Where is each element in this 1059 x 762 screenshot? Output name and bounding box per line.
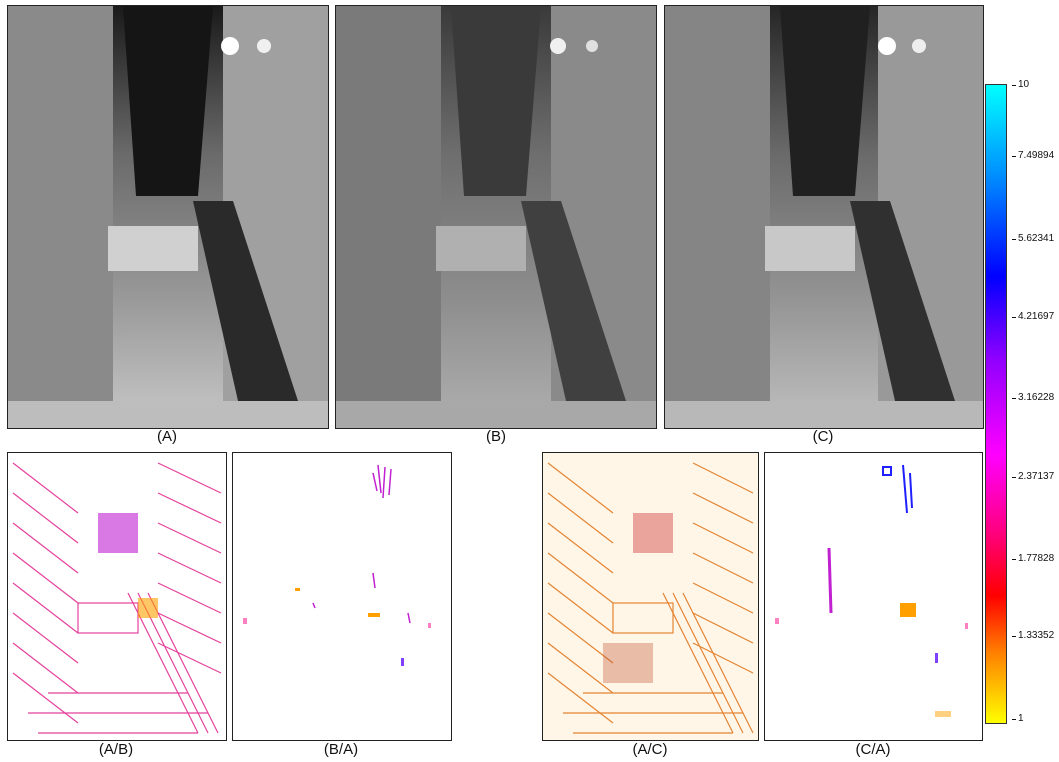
caption-a: (A) bbox=[157, 428, 177, 445]
ratio-map-a-c-image bbox=[543, 453, 758, 740]
colorbar-tick-2.37137: 2.37137 bbox=[1011, 471, 1055, 482]
colorbar-tick-1.33352: 1.33352 bbox=[1011, 630, 1055, 641]
ratio-map-b-over-a bbox=[232, 452, 452, 741]
colorbar-tick-5.62341: 5.62341 bbox=[1011, 233, 1055, 244]
caption-a-over-b: (A/B) bbox=[98, 741, 134, 758]
photo-a bbox=[7, 5, 329, 429]
caption-c-over-a: (C/A) bbox=[855, 741, 891, 758]
colorbar-tick-1.77828: 1.77828 bbox=[1011, 553, 1055, 564]
photo-b bbox=[335, 5, 657, 429]
atrium-photo-a bbox=[8, 6, 328, 428]
caption-b-over-a: (B/A) bbox=[323, 741, 359, 758]
ratio-map-b-a-image bbox=[233, 453, 451, 740]
colorbar-tick-10: 10 bbox=[1011, 79, 1030, 90]
photo-c bbox=[664, 5, 984, 429]
atrium-photo-c bbox=[665, 6, 983, 428]
caption-b: (B) bbox=[486, 428, 506, 445]
caption-c: (C) bbox=[812, 428, 834, 445]
ratio-map-a-over-b bbox=[7, 452, 227, 741]
caption-a-over-c: (A/C) bbox=[632, 741, 668, 758]
ratio-map-c-a-image bbox=[765, 453, 982, 740]
atrium-photo-b bbox=[336, 6, 656, 428]
colorbar-tick-3.16228: 3.16228 bbox=[1011, 392, 1055, 403]
ratio-map-a-over-c bbox=[542, 452, 759, 741]
colorbar-tick-4.21697: 4.21697 bbox=[1011, 311, 1055, 322]
ratio-map-a-b-image bbox=[8, 453, 226, 740]
ratio-map-c-over-a bbox=[764, 452, 983, 741]
colorbar-tick-1: 1 bbox=[1012, 713, 1024, 724]
colorbar bbox=[985, 84, 1007, 724]
colorbar-tick-7.49894: 7.49894 bbox=[1011, 150, 1055, 161]
